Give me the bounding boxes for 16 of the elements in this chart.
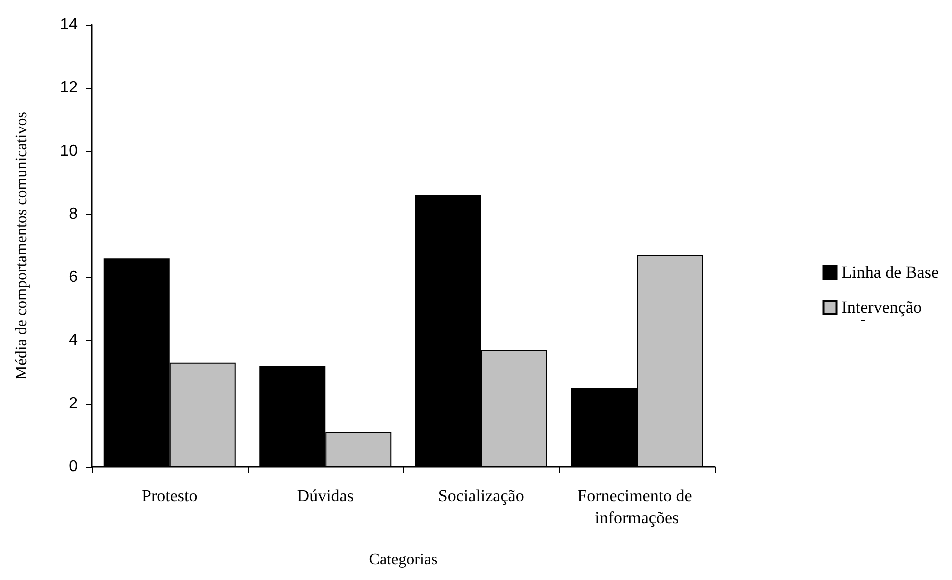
y-axis-title: Média de comportamentos comunicativos	[14, 112, 30, 380]
legend-label: Intervenção	[842, 298, 922, 317]
y-tick-label: 2	[69, 395, 78, 412]
y-tick-label: 10	[60, 142, 78, 160]
y-tick-label: 14	[60, 16, 78, 34]
y-tick-label: 4	[69, 332, 78, 350]
x-tick-label: Socialização	[438, 486, 524, 506]
y-tick-label: 0	[69, 458, 78, 476]
x-axis-title: Categorias	[369, 552, 438, 568]
legend-label: Linha de Base	[842, 263, 940, 282]
x-tick-label: Protesto	[142, 486, 198, 506]
x-tick-label: Dúvidas	[297, 486, 354, 506]
y-tick-label: 8	[69, 206, 78, 223]
y-tick-label: 6	[69, 269, 78, 286]
x-tick-label: Fornecimento de informações	[578, 486, 697, 528]
y-tick-label: 12	[60, 80, 78, 97]
